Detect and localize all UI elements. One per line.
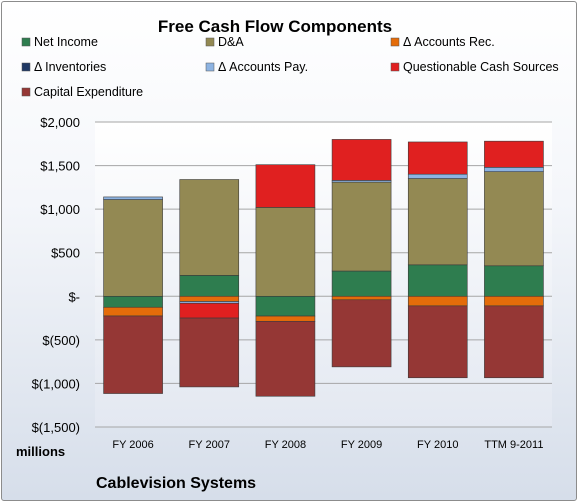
bar-segment [407,305,468,379]
legend-swatch [390,62,400,72]
x-tick-label: FY 2006 [112,439,153,451]
bar-segment [255,320,316,397]
x-axis-ticks: FY 2006 FY 2007 FY 2008 FY 2009 FY 2010 TTM 9… [112,439,543,451]
legend-label: Δ Accounts Rec. [403,35,495,49]
bar-segment [331,139,392,181]
x-tick-label: TTM 9-2011 [484,439,543,451]
y-axis-ticks: $2,000 $1,500 $1,000 $500 $- $(500) $(1,000) $(… [32,115,80,435]
bar-segment [484,171,544,267]
bar-segment [331,299,392,368]
unit-label: millions [16,444,65,459]
bar-segment [407,264,468,297]
bar-segment [103,315,163,394]
legend-swatch [21,37,31,47]
bar-segment [179,302,240,319]
bar-segment [103,199,163,297]
chart-title: Free Cash Flow Components [158,17,392,36]
bar-segment [103,306,163,317]
y-tick-label: $(1,500) [32,420,80,435]
bar-segment [103,295,163,308]
bar-segment [255,315,316,322]
bar-segment [331,295,392,301]
x-tick-label: FY 2008 [265,439,306,451]
bars [103,139,544,397]
bar-segment [179,179,240,276]
y-tick-label: $500 [51,246,80,261]
bar-segment [255,207,316,297]
bar-segment [484,295,544,307]
bar-segment [331,270,392,297]
legend-label: Δ Accounts Pay. [218,60,308,74]
x-tick-label: FY 2010 [417,439,458,451]
bar-segment [484,140,544,168]
bar-segment [484,305,544,379]
y-tick-label: $2,000 [40,115,80,130]
bar-segment [407,173,468,179]
legend-label: D&A [218,35,244,49]
y-tick-label: $(1,000) [32,376,80,391]
bar-segment [179,317,240,388]
y-tick-label: $(500) [42,333,80,348]
legend-label: Capital Expenditure [34,85,143,99]
x-tick-label: FY 2009 [341,439,382,451]
legend-label: Net Income [34,35,98,49]
legend-label: Questionable Cash Sources [403,60,559,74]
footer-label: Cablevision Systems [96,475,256,492]
legend-label: Δ Inventories [34,60,106,74]
bar-segment [407,295,468,307]
bar-segment [103,196,163,200]
legend-swatch [21,62,31,72]
legend-swatch [205,62,215,72]
bar-segment [179,295,240,302]
bar-segment [179,275,240,297]
bar-segment [484,265,544,297]
bar-segment [331,181,392,272]
gridlines [95,121,552,428]
plot-area [95,122,552,427]
bar-segment [255,295,316,317]
bar-segment [255,164,316,208]
bar-segment [407,178,468,266]
bar-segment [484,167,544,172]
legend-swatch [205,37,215,47]
legend: Net Income D&A Δ Accounts Rec. Δ Inventorie… [21,35,559,99]
x-tick-label: FY 2007 [189,439,230,451]
bar-segment [407,141,468,175]
y-tick-label: $- [68,289,80,304]
legend-swatch [21,87,31,97]
legend-swatch [390,37,400,47]
y-tick-label: $1,000 [40,202,80,217]
y-tick-label: $1,500 [40,159,80,174]
